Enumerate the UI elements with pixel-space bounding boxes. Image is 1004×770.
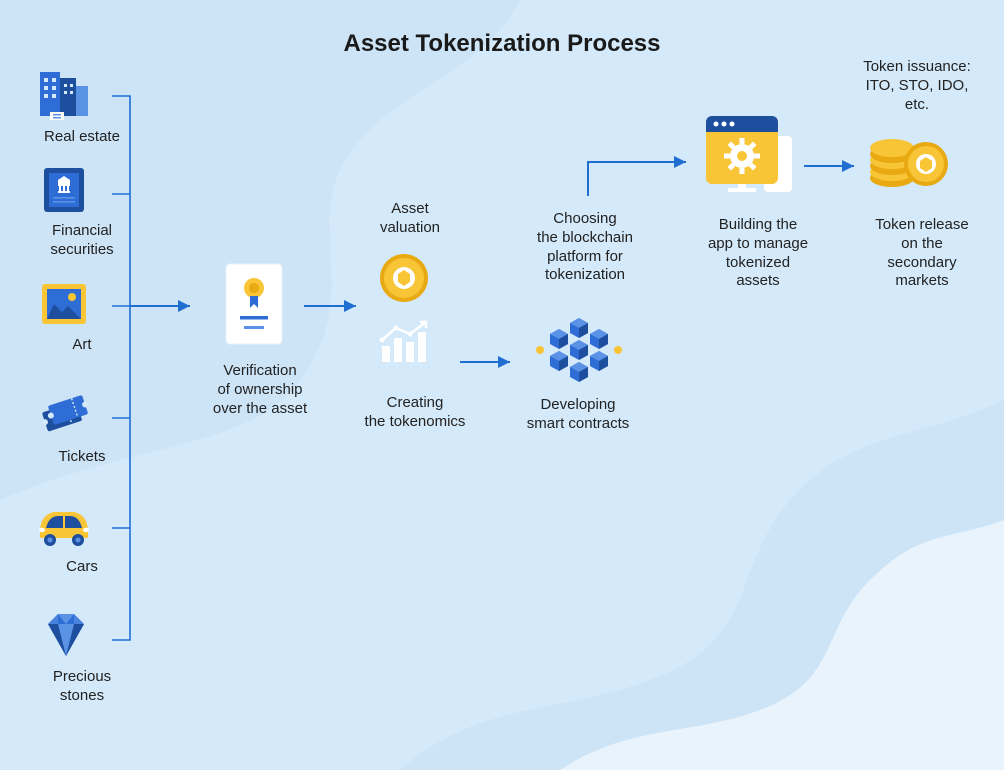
tokenomics-label: Creating the tokenomics — [340, 394, 490, 432]
arrow-platform-to-app — [588, 162, 686, 196]
real-estate-icon — [34, 64, 94, 124]
financial-securities-label: Financial securities — [22, 222, 142, 260]
token-coin-icon — [376, 250, 432, 306]
token-issuance-label: Token issuance: ITO, STO, IDO, etc. — [842, 58, 992, 114]
blockchain-platform-label: Choosing the blockchain platform for tok… — [510, 210, 660, 285]
precious-stones-icon — [34, 606, 94, 664]
coins-stack-icon — [858, 120, 958, 200]
art-icon — [34, 278, 94, 332]
smart-contracts-label: Developing smart contracts — [498, 396, 658, 434]
token-release-label: Token release on the secondary markets — [852, 216, 992, 291]
tickets-icon — [34, 388, 94, 444]
precious-stones-label: Precious stones — [22, 668, 142, 706]
verification-label: Verification of ownership over the asset — [190, 362, 330, 418]
asset-valuation-label: Asset valuation — [350, 200, 470, 238]
app-window-icon — [696, 106, 804, 206]
cars-label: Cars — [22, 558, 142, 577]
smart-contracts-icon — [524, 306, 634, 394]
tickets-label: Tickets — [22, 448, 142, 467]
app-label: Building the app to manage tokenized ass… — [688, 216, 828, 291]
cars-icon — [30, 498, 98, 554]
art-label: Art — [22, 336, 142, 355]
verification-icon — [214, 258, 294, 354]
financial-securities-icon — [34, 162, 94, 218]
connectors-layer — [0, 0, 1004, 770]
real-estate-label: Real estate — [22, 128, 142, 147]
tokenomics-chart-icon — [370, 312, 440, 368]
